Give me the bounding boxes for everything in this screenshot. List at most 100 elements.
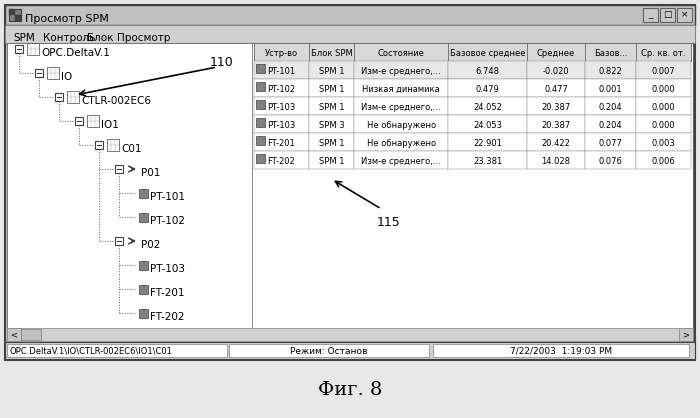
Text: Изм-е среднего,...: Изм-е среднего,... — [361, 156, 441, 166]
Bar — [309, 79, 354, 97]
Text: Блок: Блок — [87, 33, 113, 43]
Bar — [448, 151, 527, 169]
Bar — [679, 328, 693, 341]
Bar — [448, 133, 527, 151]
Bar — [95, 141, 103, 149]
Text: PT-101: PT-101 — [267, 66, 295, 76]
Text: 115: 115 — [377, 216, 400, 229]
Text: 20.422: 20.422 — [542, 138, 570, 148]
Bar — [354, 43, 448, 61]
Bar — [15, 45, 23, 53]
Bar — [584, 97, 636, 115]
Text: Изм-е среднего,...: Изм-е среднего,... — [361, 102, 441, 112]
Text: >: > — [682, 331, 690, 339]
Bar — [527, 61, 584, 79]
Text: SPM: SPM — [13, 33, 35, 43]
Bar — [309, 43, 354, 61]
Text: PT-101: PT-101 — [150, 192, 185, 202]
Text: 20.387: 20.387 — [541, 102, 570, 112]
Bar — [354, 79, 448, 97]
Bar — [636, 79, 691, 97]
Text: 0.077: 0.077 — [598, 138, 622, 148]
Text: 0.000: 0.000 — [652, 120, 676, 130]
Text: SPM 1: SPM 1 — [318, 156, 344, 166]
Text: SPM 1: SPM 1 — [318, 66, 344, 76]
Text: Среднее: Среднее — [537, 48, 575, 58]
Text: OPC.DeltaV.1\IO\CTLR-002EC6\IO1\C01: OPC.DeltaV.1\IO\CTLR-002EC6\IO1\C01 — [10, 347, 173, 356]
Text: SPM 1: SPM 1 — [318, 102, 344, 112]
Text: IO: IO — [61, 72, 72, 82]
Text: 0.822: 0.822 — [598, 66, 622, 76]
Bar — [75, 117, 83, 125]
Bar — [636, 97, 691, 115]
Bar — [107, 139, 119, 151]
Bar — [256, 118, 265, 127]
Bar — [636, 151, 691, 169]
Bar — [527, 151, 584, 169]
Text: 0.000: 0.000 — [652, 84, 676, 94]
Text: 0.006: 0.006 — [652, 156, 676, 166]
Text: 22.901: 22.901 — [473, 138, 502, 148]
Bar — [354, 151, 448, 169]
Text: 0.076: 0.076 — [598, 156, 622, 166]
Bar — [5, 342, 695, 359]
Bar — [139, 285, 148, 294]
Bar — [354, 133, 448, 151]
Text: PT-103: PT-103 — [150, 264, 185, 274]
Bar — [7, 43, 693, 342]
Bar — [7, 344, 227, 357]
Text: 23.381: 23.381 — [473, 156, 503, 166]
Bar — [139, 189, 148, 198]
Bar — [448, 79, 527, 97]
Bar — [448, 43, 527, 61]
Text: Ср. кв. от.: Ср. кв. от. — [641, 48, 686, 58]
Bar — [354, 115, 448, 133]
Bar — [354, 61, 448, 79]
Bar — [636, 43, 691, 61]
Bar — [527, 79, 584, 97]
Text: 0.003: 0.003 — [652, 138, 676, 148]
Text: CTLR-002EC6: CTLR-002EC6 — [81, 96, 151, 106]
Text: Просмотр SPM: Просмотр SPM — [25, 14, 109, 24]
Text: PT-103: PT-103 — [267, 120, 295, 130]
Bar — [55, 93, 63, 101]
Text: IO1: IO1 — [101, 120, 119, 130]
Text: Режим: Останов: Режим: Останов — [290, 347, 368, 356]
Bar — [309, 61, 354, 79]
Bar — [27, 43, 39, 55]
Bar — [7, 328, 21, 341]
Text: 20.387: 20.387 — [541, 120, 570, 130]
Text: SPM 1: SPM 1 — [318, 84, 344, 94]
Text: P02: P02 — [141, 240, 160, 250]
Bar — [636, 133, 691, 151]
Bar — [527, 43, 584, 61]
Bar — [254, 43, 691, 61]
Bar — [584, 115, 636, 133]
Text: FT-201: FT-201 — [267, 138, 295, 148]
Bar — [433, 344, 689, 357]
Bar — [309, 151, 354, 169]
Text: OPC.DeltaV.1: OPC.DeltaV.1 — [41, 48, 110, 58]
Bar — [254, 151, 309, 169]
Text: 6.748: 6.748 — [476, 66, 500, 76]
Bar — [139, 261, 148, 270]
Text: <: < — [10, 331, 18, 339]
Bar — [448, 115, 527, 133]
Text: Контроль: Контроль — [43, 33, 95, 43]
Text: Фиг. 8: Фиг. 8 — [318, 381, 382, 399]
Bar — [584, 151, 636, 169]
Bar — [636, 115, 691, 133]
Bar — [309, 133, 354, 151]
Text: 0.001: 0.001 — [598, 84, 622, 94]
Bar — [254, 115, 309, 133]
Bar — [256, 82, 265, 91]
Bar — [256, 136, 265, 145]
Text: Блок SPM: Блок SPM — [311, 48, 352, 58]
Bar — [354, 97, 448, 115]
Text: PT-103: PT-103 — [267, 102, 295, 112]
Bar — [5, 5, 695, 25]
Bar — [584, 133, 636, 151]
Bar — [9, 9, 15, 15]
Text: Просмотр: Просмотр — [117, 33, 170, 43]
Text: PT-102: PT-102 — [150, 216, 185, 226]
